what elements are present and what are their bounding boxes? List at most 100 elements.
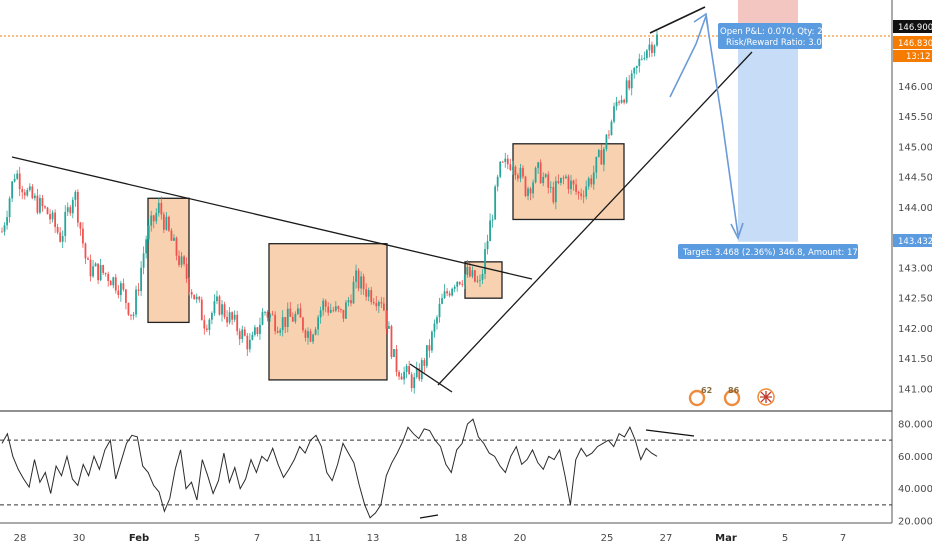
candle-body (56, 226, 59, 233)
time-tick-label: 25 (601, 533, 614, 544)
candle-body (559, 177, 562, 183)
candle-body (211, 313, 213, 320)
candle-body (350, 300, 352, 304)
candle-body (524, 176, 527, 197)
candle-body (489, 220, 491, 242)
candle-body (84, 243, 87, 259)
candle-body (403, 371, 406, 380)
candle-body (375, 303, 378, 307)
candle-body (69, 207, 72, 214)
candle-body (443, 291, 446, 299)
candle-body (623, 99, 626, 103)
candle-body (99, 265, 102, 281)
target-price-badge: 143.432 (893, 234, 932, 247)
projection-arrows (669, 12, 744, 241)
last-price-badge-text: 146.830 (898, 39, 932, 49)
target-price-badge-text: 143.432 (898, 237, 932, 247)
candle-body (231, 312, 234, 320)
candle-body (522, 167, 524, 177)
candle-body (572, 180, 575, 185)
time-tick-label: 13 (367, 533, 380, 544)
descending-trendline[interactable] (11, 156, 533, 280)
candle-body (94, 263, 97, 267)
candle-body (327, 306, 330, 313)
oscillator-axis-ticks: 20.0000 40.0000 60.0000 80.0000 (898, 420, 932, 528)
oscillator-high-marker[interactable] (645, 429, 695, 437)
candle-body (365, 289, 368, 297)
candle-body (117, 290, 120, 296)
candle-body (208, 319, 211, 330)
projection-arrow-down[interactable] (705, 15, 739, 236)
candle-body (223, 304, 226, 317)
high-marker-line[interactable] (649, 6, 706, 34)
candle-body (54, 212, 57, 227)
time-tick-label: 30 (73, 533, 86, 544)
candle-body (279, 330, 282, 333)
candle-body (625, 80, 628, 103)
target-info-label[interactable]: Target: 3.468 (2.36%) 346.8, Amount: 175… (678, 244, 882, 259)
candle-body (18, 173, 21, 190)
candle-body (92, 266, 94, 277)
candle-body (66, 207, 69, 212)
projection-arrow-up[interactable] (669, 15, 707, 98)
candle-body (33, 195, 36, 199)
candle-body (241, 329, 244, 340)
candle-body (216, 296, 218, 302)
candle-body (302, 317, 304, 331)
candle-body (436, 317, 438, 324)
watermark-logo: 62 86 (688, 386, 775, 407)
take-profit-zone[interactable] (738, 31, 798, 242)
position-info-label[interactable]: Open P&L: 0.070, Qty: 217 Risk/Reward Ra… (718, 23, 833, 49)
low-marker-line[interactable] (409, 363, 453, 393)
candle-body (656, 34, 658, 46)
candle-body (39, 197, 41, 213)
candle-body (276, 331, 279, 333)
candle-body (165, 216, 168, 230)
candle-body (107, 273, 110, 281)
candle-body (238, 331, 241, 340)
candle-body (638, 58, 641, 67)
candle-body (382, 303, 385, 311)
candle-body (610, 121, 613, 136)
candle-body (246, 335, 249, 350)
candle-body (322, 300, 325, 311)
candle-body (218, 296, 221, 315)
time-tick-label: 28 (14, 533, 27, 544)
candle-body (198, 296, 201, 300)
candle-body (653, 45, 656, 53)
candle-body (511, 166, 514, 170)
drawings (11, 6, 753, 393)
candle-body (570, 180, 572, 190)
oscillator-low-marker[interactable] (419, 514, 439, 519)
candle-body (562, 177, 565, 179)
time-tick-label: 20 (514, 533, 527, 544)
candle-body (11, 181, 14, 199)
time-tick-label: 7 (840, 533, 846, 544)
candle-body (61, 236, 64, 242)
candle-body (355, 270, 357, 282)
candle-body (243, 329, 246, 336)
candle-body (175, 237, 178, 256)
candle-body (600, 150, 603, 165)
candle-body (87, 258, 89, 260)
price-tick-label: 142.500 (898, 294, 932, 305)
candle-body (537, 162, 540, 168)
candle-body (433, 323, 436, 332)
candle-body (16, 173, 19, 179)
price-tick-label: 142.000 (898, 324, 932, 335)
candle-body (547, 174, 550, 188)
candle-body (51, 212, 54, 220)
candle-body (140, 267, 142, 291)
candle-body (266, 312, 269, 318)
candle-body (41, 197, 44, 207)
candle-body (195, 296, 198, 300)
ascending-trendline[interactable] (437, 51, 753, 386)
candle-body (587, 178, 590, 187)
flag-cross-icon (760, 391, 772, 403)
candle-body (44, 206, 46, 208)
candle-body (479, 279, 481, 281)
candle-body (233, 314, 236, 320)
candle-body (592, 172, 595, 185)
candle-body (319, 310, 322, 318)
candle-body (463, 274, 466, 285)
